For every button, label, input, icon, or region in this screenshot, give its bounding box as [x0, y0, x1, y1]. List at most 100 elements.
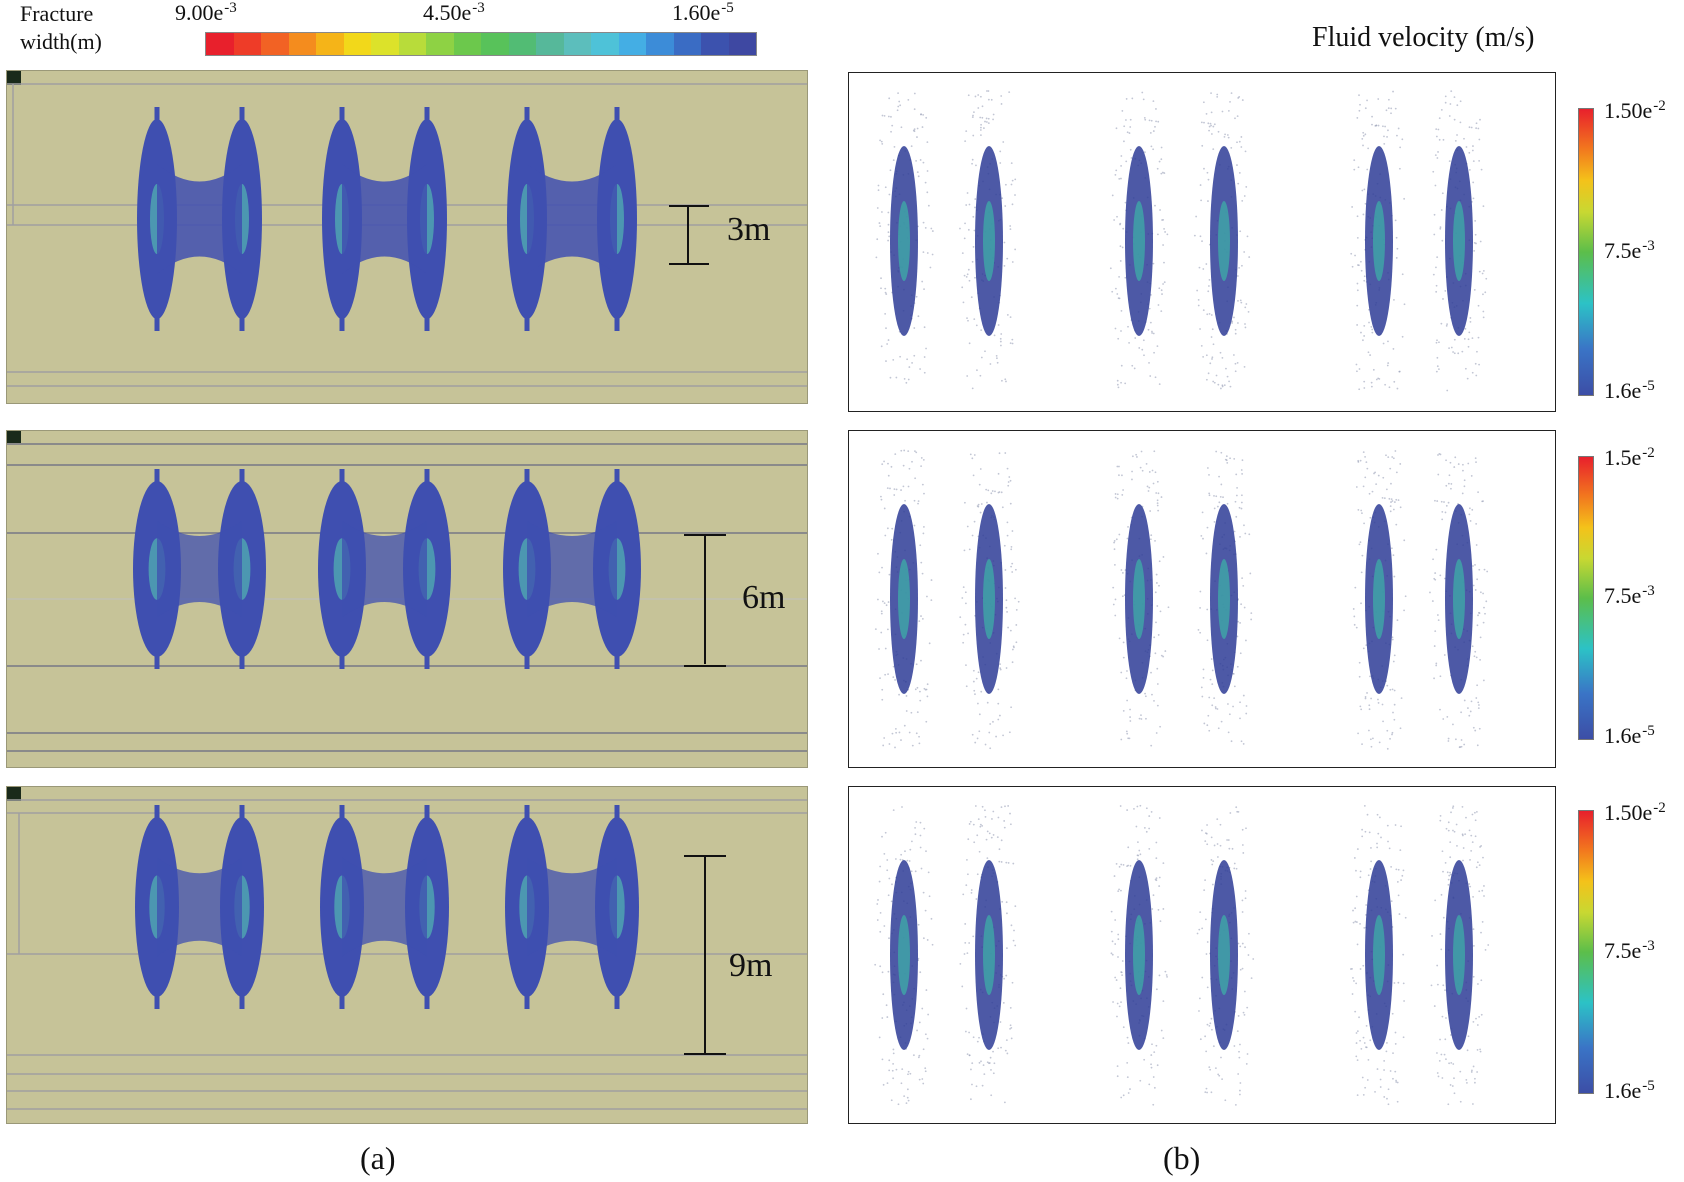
flow-particle — [1139, 466, 1142, 469]
flow-particle — [1129, 864, 1132, 867]
flow-particle — [989, 1056, 992, 1059]
flow-particle — [899, 104, 902, 107]
flow-particle — [1158, 885, 1161, 887]
flow-particle — [1204, 918, 1207, 921]
flow-particle — [1378, 741, 1381, 744]
flow-particle — [964, 140, 967, 143]
flow-particle — [1356, 215, 1359, 218]
flow-particle — [981, 105, 984, 108]
legend-max-label: 9.00e-3 — [175, 0, 237, 25]
flow-particle — [1199, 184, 1202, 186]
flow-particle — [1121, 974, 1124, 977]
flow-particle — [1158, 817, 1161, 819]
flow-particle — [1001, 379, 1003, 382]
flow-particle — [1387, 107, 1390, 110]
flow-particle — [1118, 888, 1120, 891]
flow-particle — [921, 618, 924, 620]
flow-particle — [1451, 807, 1454, 809]
flow-particle — [1148, 486, 1151, 489]
fracture-pair — [137, 107, 262, 331]
b2-min-label: 1.6e-5 — [1604, 723, 1655, 748]
fracture-pair — [133, 469, 266, 669]
flow-particle — [1452, 829, 1454, 832]
flow-particle — [1008, 476, 1011, 478]
flow-particle — [1441, 510, 1444, 513]
flow-particle — [1387, 340, 1389, 343]
flow-particle — [1199, 328, 1201, 330]
flow-particle — [1240, 507, 1243, 510]
flow-particle — [1378, 378, 1381, 380]
flow-particle — [924, 1070, 927, 1073]
flow-particle — [1396, 1081, 1399, 1084]
flow-particle — [977, 818, 980, 821]
flow-particle — [1476, 744, 1479, 747]
flow-particle — [1121, 494, 1124, 496]
flow-particle — [1157, 509, 1160, 512]
flow-particle — [1205, 552, 1208, 555]
flow-particle — [962, 301, 965, 304]
flow-particle — [1236, 115, 1239, 118]
flow-particle — [1356, 1030, 1359, 1033]
flow-particle — [1114, 493, 1117, 495]
flow-particle — [1206, 843, 1209, 846]
colorbar-swatch — [536, 33, 564, 55]
flow-particle — [997, 816, 1000, 819]
flow-particle — [904, 850, 906, 853]
flow-particle — [1208, 473, 1210, 476]
flow-particle — [1208, 1066, 1211, 1069]
flow-core — [1218, 559, 1230, 639]
flow-particle — [1117, 956, 1119, 958]
flow-particle — [1245, 639, 1247, 642]
flow-particle — [978, 1061, 981, 1064]
flow-particle — [1208, 729, 1211, 732]
flow-particle — [1359, 922, 1361, 925]
flow-particle — [1227, 839, 1230, 841]
flow-particle — [1114, 496, 1117, 499]
flow-particle — [1355, 486, 1358, 488]
flow-particle — [1005, 599, 1008, 602]
flow-particle — [1006, 947, 1008, 950]
flow-particle — [1197, 628, 1200, 631]
flow-particle — [1476, 1048, 1479, 1051]
flow-particle — [881, 688, 884, 691]
flow-particle — [993, 1062, 996, 1065]
flow-particle — [1237, 1015, 1240, 1017]
flow-particle — [963, 549, 966, 552]
flow-particle — [1144, 692, 1146, 695]
flow-particle — [1355, 1042, 1358, 1044]
flow-particle — [1351, 206, 1354, 208]
flow-particle — [1115, 862, 1118, 865]
corner-marker-icon — [7, 787, 21, 801]
flow-particle — [1006, 467, 1009, 470]
flow-particle — [1010, 565, 1013, 568]
flow-particle — [1432, 558, 1434, 561]
flow-particle — [1245, 303, 1248, 305]
flow-particle — [1233, 867, 1236, 870]
flow-particle — [1360, 571, 1363, 574]
flow-particle — [997, 324, 1000, 326]
flow-particle — [1122, 489, 1125, 491]
colorbar-swatch — [673, 33, 701, 55]
flow-particle — [1139, 804, 1142, 807]
flow-particle — [918, 735, 920, 738]
flow-particle — [1223, 384, 1226, 387]
flow-particle — [918, 1078, 921, 1081]
flow-particle — [1012, 939, 1015, 942]
flow-particle — [1478, 568, 1481, 571]
flow-particle — [1437, 619, 1440, 622]
flow-particle — [894, 453, 897, 456]
flow-particle — [1000, 1046, 1002, 1049]
flow-particle — [1366, 467, 1369, 470]
flow-particle — [892, 809, 895, 811]
flow-particle — [1118, 177, 1121, 180]
flow-particle — [966, 317, 968, 320]
flow-particle — [1386, 364, 1389, 367]
flow-particle — [1114, 976, 1117, 979]
flow-particle — [1231, 847, 1234, 850]
flow-particle — [1154, 591, 1157, 594]
flow-particle — [1234, 117, 1236, 120]
flow-particle — [1482, 592, 1484, 595]
flow-particle — [1120, 971, 1123, 974]
flow-particle — [1485, 277, 1488, 280]
flow-particle — [1220, 387, 1222, 390]
